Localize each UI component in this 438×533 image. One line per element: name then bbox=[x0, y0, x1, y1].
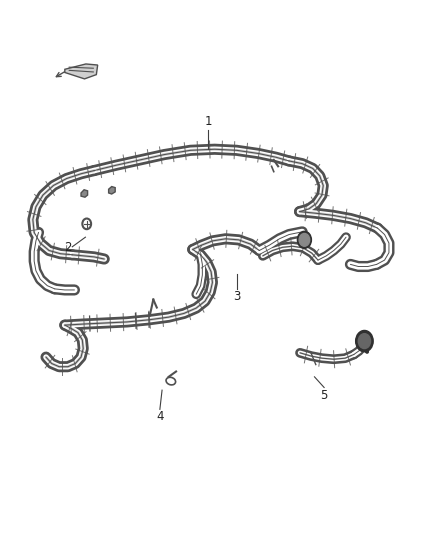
Text: 1: 1 bbox=[204, 115, 212, 128]
Polygon shape bbox=[109, 187, 115, 194]
Polygon shape bbox=[65, 64, 98, 79]
Ellipse shape bbox=[166, 377, 176, 385]
Circle shape bbox=[299, 233, 310, 246]
Text: 3: 3 bbox=[233, 290, 240, 303]
Circle shape bbox=[297, 231, 311, 248]
Text: 5: 5 bbox=[321, 389, 328, 402]
Polygon shape bbox=[81, 190, 88, 197]
Text: 2: 2 bbox=[64, 241, 72, 254]
Circle shape bbox=[358, 334, 371, 349]
Circle shape bbox=[356, 330, 373, 352]
Text: 4: 4 bbox=[156, 410, 164, 423]
